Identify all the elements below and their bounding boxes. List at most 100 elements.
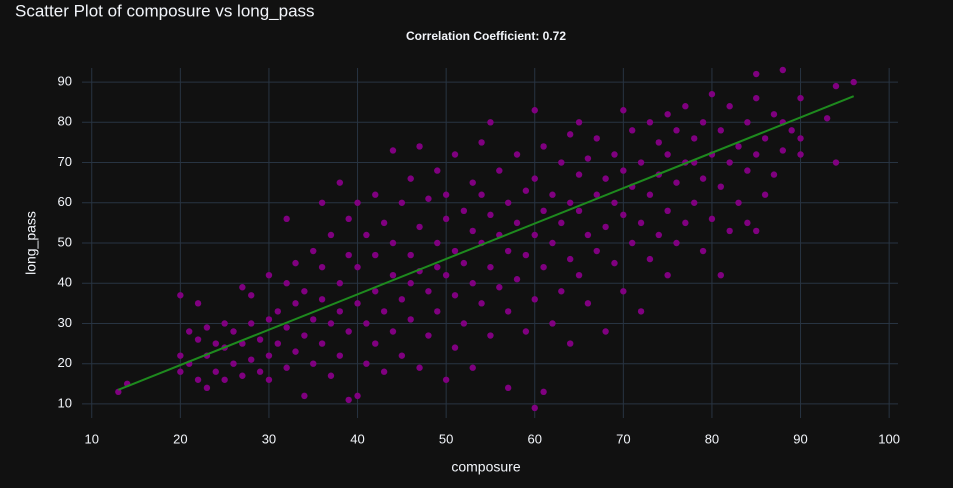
scatter-point	[664, 207, 671, 215]
scatter-point	[318, 296, 326, 303]
scatter-point	[416, 223, 423, 231]
scatter-point	[310, 316, 317, 323]
scatter-point	[566, 131, 574, 138]
scatter-point	[372, 340, 379, 347]
scatter-point	[753, 94, 760, 102]
scatter-point	[575, 207, 583, 215]
scatter-point	[203, 384, 211, 392]
scatter-point	[744, 219, 751, 227]
scatter-point	[602, 328, 609, 335]
scatter-point	[832, 159, 840, 166]
scatter-point	[566, 199, 574, 206]
scatter-point	[469, 364, 476, 371]
scatter-point	[708, 215, 716, 223]
scatter-point	[699, 175, 707, 182]
scatter-point	[744, 167, 751, 174]
scatter-point	[442, 215, 450, 223]
scatter-point	[691, 199, 698, 206]
scatter-point	[398, 296, 406, 303]
scatter-point	[478, 300, 485, 307]
scatter-point	[753, 227, 760, 235]
scatter-point	[425, 195, 432, 202]
scatter-point	[797, 94, 804, 102]
scatter-point	[292, 259, 299, 267]
scatter-point	[345, 215, 352, 223]
scatter-point	[620, 167, 627, 174]
scatter-point	[629, 127, 636, 134]
scatter-point	[682, 103, 689, 110]
scatter-point	[770, 171, 778, 178]
scatter-point	[726, 103, 733, 110]
scatter-point	[221, 376, 228, 383]
scatter-point	[327, 372, 335, 379]
scatter-point	[469, 280, 476, 287]
scatter-point	[664, 151, 671, 158]
scatter-point	[761, 191, 769, 198]
x-tick-label: 80	[705, 431, 719, 446]
scatter-point	[566, 255, 574, 263]
scatter-point	[637, 308, 645, 315]
scatter-point	[230, 360, 237, 367]
scatter-point	[398, 352, 406, 359]
scatter-point	[504, 384, 512, 392]
scatter-point	[558, 159, 565, 166]
y-tick-label: 70	[58, 154, 72, 169]
scatter-point	[442, 191, 450, 198]
scatter-point	[265, 376, 273, 383]
scatter-point	[318, 263, 326, 271]
scatter-point	[761, 135, 769, 142]
scatter-point	[504, 308, 512, 315]
scatter-point	[239, 372, 246, 379]
scatter-point	[194, 336, 202, 343]
scatter-point	[496, 284, 503, 291]
y-tick-label: 10	[58, 395, 72, 410]
scatter-point	[389, 147, 397, 154]
scatter-point	[575, 271, 583, 279]
scatter-point	[283, 364, 290, 371]
scatter-point	[620, 211, 627, 219]
scatter-point	[540, 388, 547, 396]
scatter-point	[389, 328, 397, 335]
scatter-point	[797, 151, 804, 158]
scatter-point	[496, 167, 503, 174]
scatter-point	[336, 179, 344, 186]
chart-title: Scatter Plot of composure vs long_pass	[15, 1, 315, 20]
scatter-point	[327, 231, 335, 239]
scatter-point	[575, 119, 583, 126]
scatter-point	[779, 66, 787, 74]
scatter-point	[664, 111, 671, 118]
scatter-point	[283, 215, 290, 223]
scatter-point	[682, 219, 689, 227]
scatter-point	[363, 320, 370, 327]
scatter-point	[646, 255, 654, 263]
x-axis-label: composure	[451, 459, 520, 475]
scatter-point	[363, 360, 370, 367]
scatter-point	[301, 392, 308, 400]
scatter-point	[611, 151, 618, 158]
scatter-point	[575, 171, 583, 178]
scatter-point	[177, 292, 184, 299]
scatter-point	[310, 360, 317, 367]
scatter-point	[593, 247, 600, 255]
x-tick-label: 30	[262, 431, 276, 446]
x-tick-label: 60	[528, 431, 542, 446]
scatter-point	[416, 364, 423, 371]
scatter-point	[177, 368, 184, 375]
scatter-point	[248, 292, 255, 299]
scatter-point	[522, 328, 530, 335]
scatter-point	[434, 167, 441, 174]
scatter-point	[451, 247, 459, 255]
scatter-point	[478, 139, 485, 146]
scatter-point	[416, 143, 423, 150]
x-tick-label: 10	[85, 431, 99, 446]
scatter-point	[531, 231, 538, 239]
scatter-point	[593, 191, 600, 198]
scatter-point	[611, 199, 618, 206]
scatter-point	[380, 368, 388, 375]
scatter-point	[265, 316, 273, 323]
scatter-point	[637, 219, 645, 227]
scatter-point	[460, 259, 468, 267]
scatter-point	[212, 340, 219, 347]
scatter-point	[708, 90, 716, 98]
scatter-point	[354, 300, 361, 307]
